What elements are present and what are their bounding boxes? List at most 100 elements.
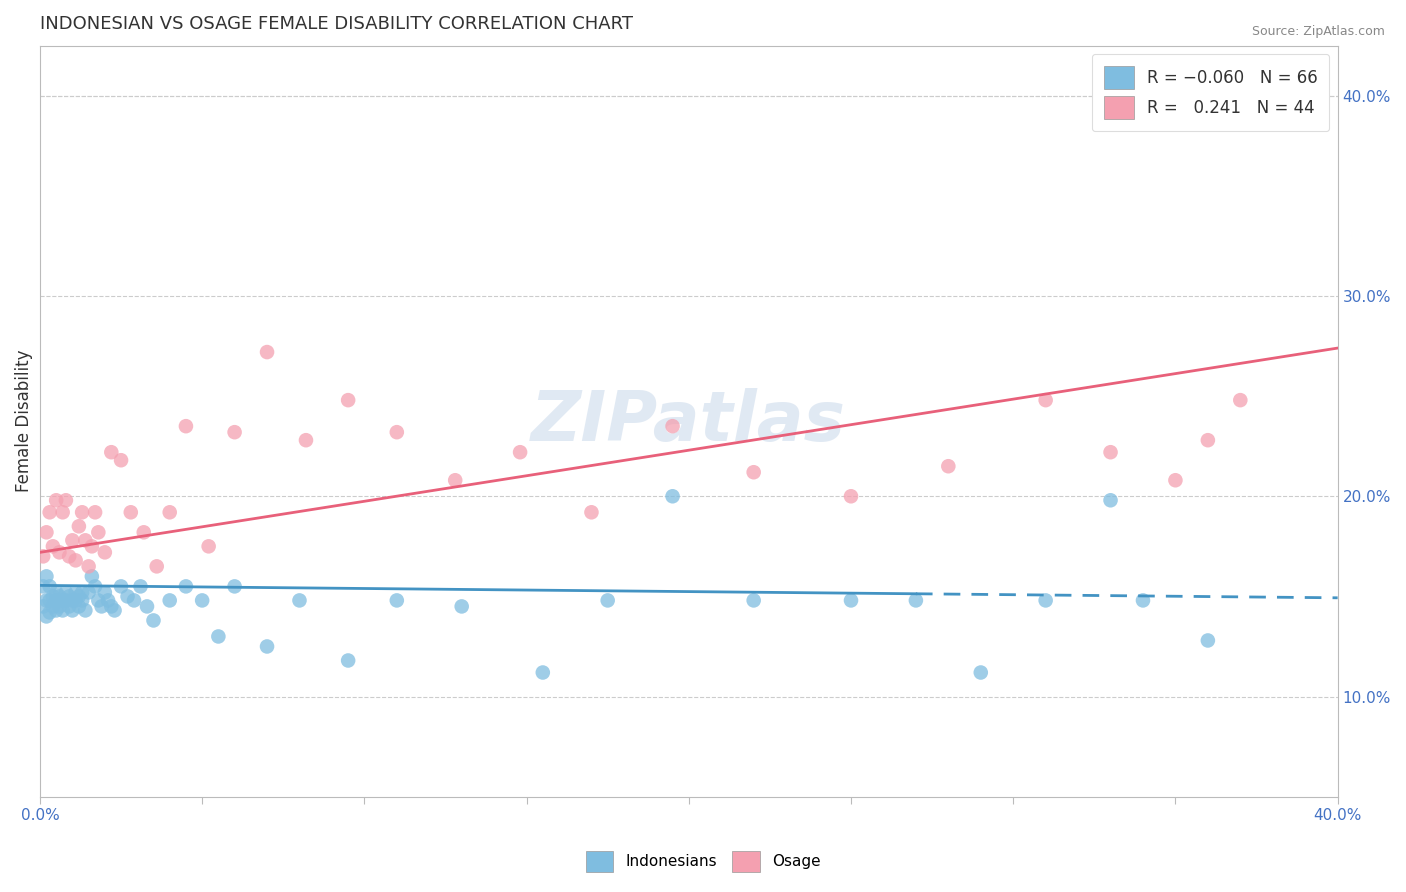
Point <box>256 345 278 359</box>
Point <box>58 599 80 614</box>
Point <box>48 590 70 604</box>
Point <box>197 539 219 553</box>
Point <box>77 559 100 574</box>
Point <box>45 493 67 508</box>
Point <box>58 549 80 564</box>
Point <box>1229 393 1251 408</box>
Point <box>839 489 862 503</box>
Point <box>87 593 110 607</box>
Point <box>288 593 311 607</box>
Point <box>77 585 100 599</box>
Legend: R = −0.060   N = 66, R =   0.241   N = 44: R = −0.060 N = 66, R = 0.241 N = 44 <box>1092 54 1329 131</box>
Point <box>67 599 90 614</box>
Point <box>75 533 97 548</box>
Point <box>159 593 181 607</box>
Point <box>337 393 360 408</box>
Point <box>531 665 554 680</box>
Point <box>60 593 83 607</box>
Point <box>256 640 278 654</box>
Point <box>35 593 58 607</box>
Point <box>581 505 603 519</box>
Text: ZIPatlas: ZIPatlas <box>531 388 846 455</box>
Legend: Indonesians, Osage: Indonesians, Osage <box>578 843 828 880</box>
Point <box>1099 445 1122 459</box>
Point <box>132 525 155 540</box>
Point <box>65 553 87 567</box>
Point <box>136 599 159 614</box>
Point <box>58 590 80 604</box>
Point <box>52 505 75 519</box>
Point <box>32 599 55 614</box>
Point <box>67 590 90 604</box>
Point <box>174 419 197 434</box>
Point <box>35 525 58 540</box>
Point <box>450 599 472 614</box>
Point <box>60 533 83 548</box>
Point <box>75 603 97 617</box>
Point <box>38 593 60 607</box>
Point <box>117 590 139 604</box>
Point <box>337 653 360 667</box>
Point <box>742 465 765 479</box>
Y-axis label: Female Disability: Female Disability <box>15 350 32 492</box>
Point <box>295 433 318 447</box>
Point <box>224 579 246 593</box>
Point <box>35 569 58 583</box>
Point <box>55 493 77 508</box>
Point <box>94 545 117 559</box>
Text: Source: ZipAtlas.com: Source: ZipAtlas.com <box>1251 25 1385 38</box>
Point <box>509 445 531 459</box>
Point <box>70 585 93 599</box>
Point <box>45 593 67 607</box>
Point <box>35 609 58 624</box>
Point <box>120 505 142 519</box>
Point <box>1035 393 1057 408</box>
Point <box>55 593 77 607</box>
Text: INDONESIAN VS OSAGE FEMALE DISABILITY CORRELATION CHART: INDONESIAN VS OSAGE FEMALE DISABILITY CO… <box>39 15 633 33</box>
Point <box>904 593 927 607</box>
Point <box>191 593 214 607</box>
Point <box>38 606 60 620</box>
Point <box>45 603 67 617</box>
Point <box>207 630 229 644</box>
Point <box>32 549 55 564</box>
Point <box>742 593 765 607</box>
Point <box>103 603 125 617</box>
Point <box>52 603 75 617</box>
Point <box>80 569 103 583</box>
Point <box>70 593 93 607</box>
Point <box>65 585 87 599</box>
Point <box>60 603 83 617</box>
Point <box>129 579 152 593</box>
Point <box>110 579 132 593</box>
Point <box>1099 493 1122 508</box>
Point <box>596 593 619 607</box>
Point <box>839 593 862 607</box>
Point <box>38 579 60 593</box>
Point <box>100 599 122 614</box>
Point <box>661 489 683 503</box>
Point <box>385 425 408 440</box>
Point <box>142 614 165 628</box>
Point <box>122 593 145 607</box>
Point <box>970 665 993 680</box>
Point <box>110 453 132 467</box>
Point <box>84 579 107 593</box>
Point <box>936 459 959 474</box>
Point <box>55 585 77 599</box>
Point <box>97 593 120 607</box>
Point <box>70 505 93 519</box>
Point <box>42 599 65 614</box>
Point <box>145 559 167 574</box>
Point <box>32 579 55 593</box>
Point <box>48 599 70 614</box>
Point <box>444 473 467 487</box>
Point <box>80 539 103 553</box>
Point <box>1164 473 1187 487</box>
Point <box>65 593 87 607</box>
Point <box>48 545 70 559</box>
Point <box>52 593 75 607</box>
Point <box>100 445 122 459</box>
Point <box>385 593 408 607</box>
Point <box>84 505 107 519</box>
